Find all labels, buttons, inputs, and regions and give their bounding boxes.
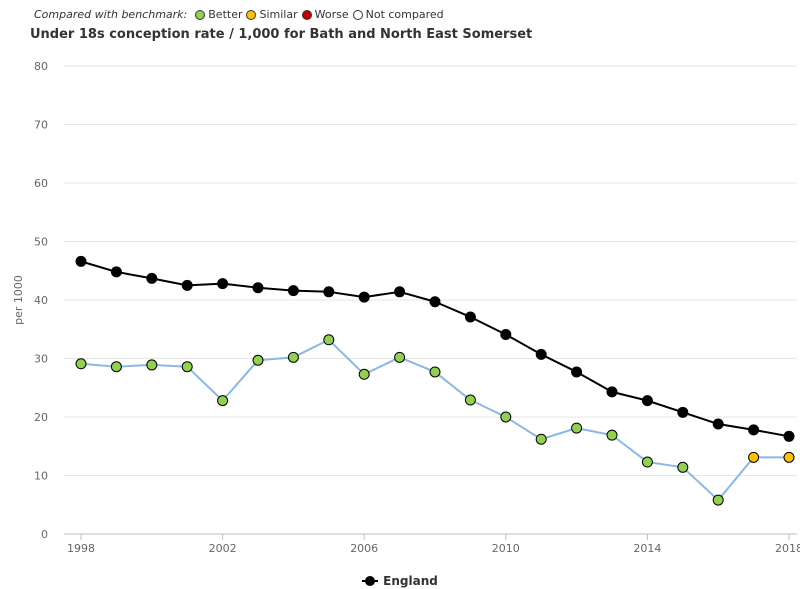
y-tick-label: 60 xyxy=(34,177,48,190)
x-tick-label: 2010 xyxy=(492,542,520,555)
england-point xyxy=(110,266,122,278)
local-point xyxy=(146,359,158,371)
england-point xyxy=(217,278,229,290)
x-tick-label: 2002 xyxy=(209,542,237,555)
benchmark-label-better: Better xyxy=(208,8,243,21)
y-tick-label: 0 xyxy=(41,528,48,541)
benchmark-label-similar: Similar xyxy=(259,8,298,21)
england-point xyxy=(323,286,335,298)
england-point xyxy=(712,418,724,430)
y-tick-label: 20 xyxy=(34,411,48,424)
england-point xyxy=(464,311,476,323)
local-point xyxy=(394,351,406,363)
benchmark-item-similar: Similar xyxy=(246,8,298,21)
england-point xyxy=(429,296,441,308)
england-point xyxy=(287,285,299,297)
y-tick-label: 80 xyxy=(34,60,48,73)
x-tick-label: 1998 xyxy=(67,542,95,555)
series-legend: England xyxy=(0,574,800,589)
local-point xyxy=(181,361,193,373)
similar-dot-icon xyxy=(246,9,257,20)
england-point xyxy=(146,272,158,284)
line-chart: 0 10 20 30 40 50 60 70 80 1998 2002 2006 2010 2014 201… xyxy=(12,60,800,555)
x-tick-label: 2006 xyxy=(350,542,378,555)
worse-dot-icon xyxy=(301,9,312,20)
x-tick-label: 2018 xyxy=(775,542,800,555)
local-point xyxy=(358,368,370,380)
england-swatch-icon xyxy=(362,576,379,586)
benchmark-label-not-compared: Not compared xyxy=(365,8,444,21)
england-point xyxy=(677,406,689,418)
england-point xyxy=(358,291,370,303)
england-point xyxy=(571,366,583,378)
benchmark-caption: Compared with benchmark: xyxy=(34,8,188,21)
local-point xyxy=(500,411,512,423)
local-point xyxy=(571,422,583,434)
local-point xyxy=(535,433,547,445)
local-point xyxy=(429,366,441,378)
local-point xyxy=(217,395,229,407)
y-axis-title: per 1000 xyxy=(12,275,25,325)
england-point xyxy=(606,386,618,398)
local-point xyxy=(252,354,264,366)
y-tick-label: 30 xyxy=(34,353,48,366)
england-point xyxy=(783,430,795,442)
local-point xyxy=(323,334,335,346)
england-point xyxy=(641,395,653,407)
y-tick-label: 10 xyxy=(34,470,48,483)
benchmark-item-better: Better xyxy=(195,8,242,21)
better-dot-icon xyxy=(195,9,206,20)
local-point xyxy=(110,361,122,373)
x-tick-label: 2014 xyxy=(633,542,661,555)
not-compared-dot-icon xyxy=(352,9,363,20)
benchmark-legend: Compared with benchmark: Better Similar … xyxy=(34,8,448,21)
england-point xyxy=(181,279,193,291)
england-point xyxy=(535,348,547,360)
england-point xyxy=(500,329,512,341)
local-point xyxy=(464,394,476,406)
local-point xyxy=(712,494,724,506)
local-point xyxy=(677,461,689,473)
y-tick-label: 50 xyxy=(34,236,48,249)
y-tick-label: 40 xyxy=(34,294,48,307)
legend-item-england[interactable]: England xyxy=(362,574,438,588)
benchmark-item-not-compared: Not compared xyxy=(352,8,444,21)
legend-label-england: England xyxy=(383,574,438,588)
benchmark-label-worse: Worse xyxy=(314,8,349,21)
local-point xyxy=(287,351,299,363)
england-point xyxy=(748,424,760,436)
local-point xyxy=(748,451,760,463)
chart-title: Under 18s conception rate / 1,000 for Ba… xyxy=(30,27,533,42)
y-tick-label: 70 xyxy=(34,119,48,132)
england-point xyxy=(75,255,87,267)
local-point xyxy=(75,358,87,370)
local-point xyxy=(641,456,653,468)
england-point xyxy=(252,282,264,294)
benchmark-item-worse: Worse xyxy=(301,8,349,21)
local-point xyxy=(783,451,795,463)
england-point xyxy=(394,286,406,298)
local-point xyxy=(606,429,618,441)
